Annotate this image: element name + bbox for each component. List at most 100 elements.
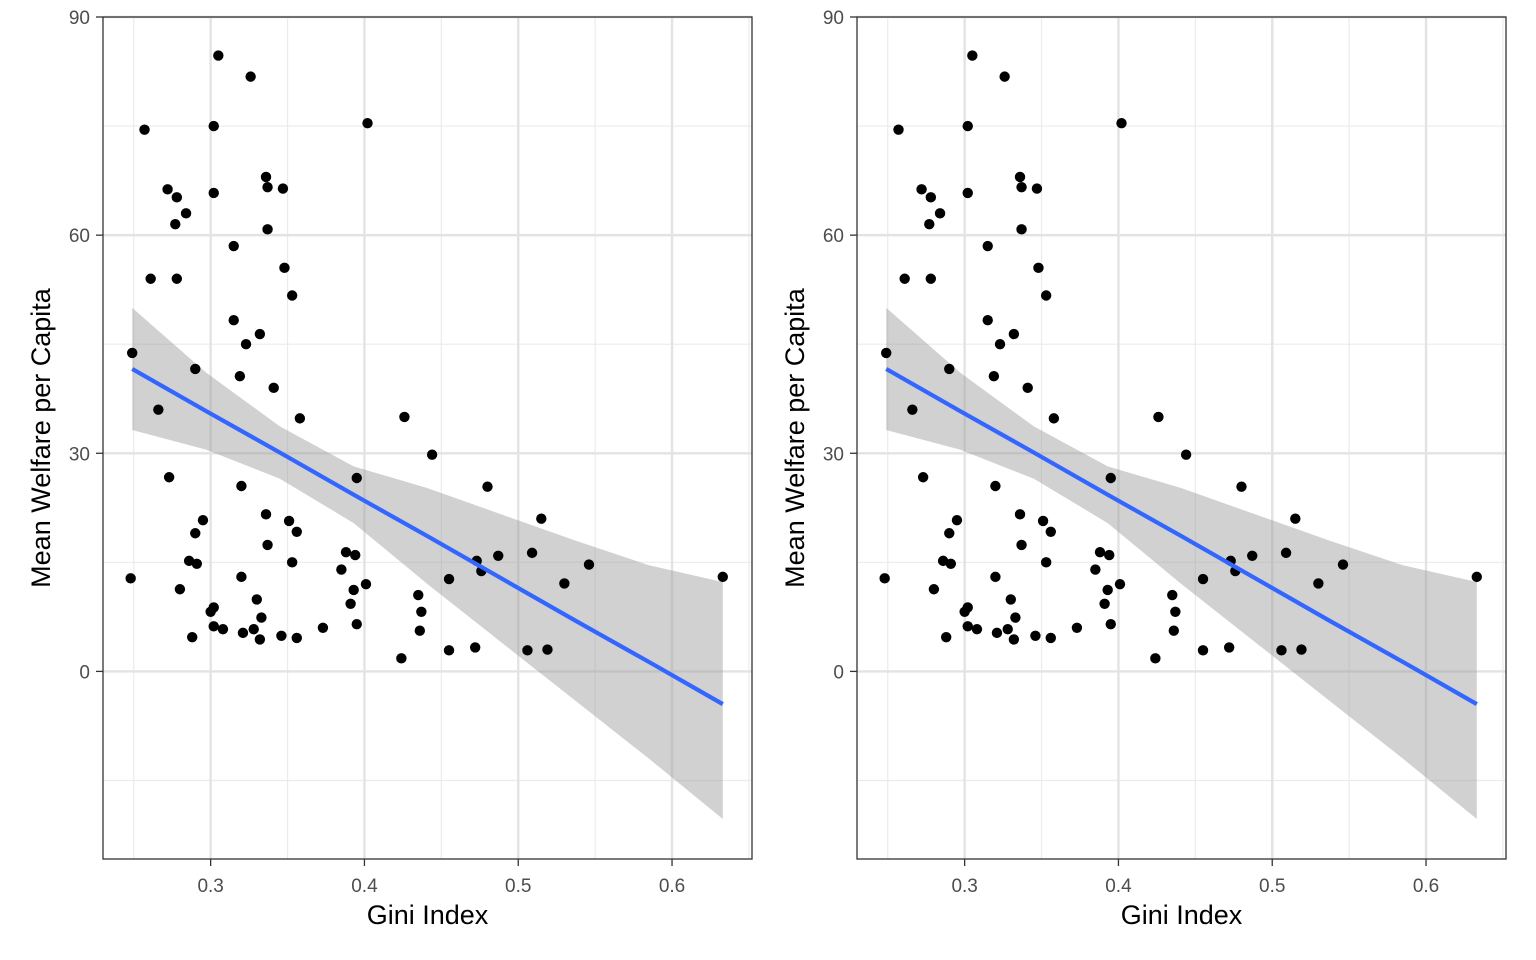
data-point — [924, 219, 935, 230]
data-point — [251, 594, 262, 605]
data-point — [982, 240, 993, 252]
data-point — [1471, 571, 1482, 583]
data-point — [1048, 413, 1060, 424]
data-point — [583, 559, 595, 570]
plot-border — [856, 16, 1507, 860]
data-point — [277, 183, 289, 194]
data-point — [180, 208, 192, 219]
data-point — [962, 621, 973, 632]
data-point — [1170, 606, 1181, 617]
data-point — [1105, 618, 1116, 630]
data-point — [1104, 549, 1115, 561]
data-point — [962, 120, 973, 132]
data-point — [197, 514, 209, 526]
data-point — [482, 481, 493, 492]
data-point — [1114, 578, 1126, 590]
data-point — [208, 187, 219, 199]
data-point — [443, 645, 455, 656]
data-point — [125, 573, 136, 584]
data-point — [145, 273, 156, 284]
regression-line — [131, 367, 724, 706]
data-point — [951, 514, 963, 526]
data-point — [941, 632, 952, 643]
data-point — [994, 339, 1006, 350]
data-point — [982, 315, 993, 326]
x-tick-label: 0.3 — [197, 876, 223, 897]
data-point — [1168, 625, 1180, 636]
data-point — [127, 347, 138, 359]
data-point — [286, 290, 298, 301]
data-point — [262, 181, 273, 193]
data-point — [336, 564, 347, 575]
data-point — [1280, 547, 1292, 559]
data-point — [962, 602, 973, 613]
data-point — [268, 382, 279, 394]
data-point — [990, 480, 1001, 492]
data-point — [1014, 509, 1026, 520]
data-point — [899, 273, 910, 284]
left-panel: 0.3 0.4 0.5 0.6 0 30 60 90 Gini Index Mean Welfar… — [26, 8, 753, 930]
data-point — [163, 472, 175, 483]
data-point — [469, 642, 481, 653]
data-point — [360, 578, 372, 590]
y-tick-label: 60 — [69, 226, 90, 247]
data-point — [1016, 224, 1027, 235]
x-tick-label: 0.6 — [659, 876, 685, 897]
data-point — [256, 612, 267, 623]
y-tick-label: 30 — [823, 444, 844, 465]
data-point — [962, 187, 973, 199]
data-point — [1045, 632, 1056, 644]
data-point — [1031, 183, 1043, 194]
data-point — [234, 371, 246, 382]
data-point — [1045, 526, 1056, 537]
data-point — [967, 50, 978, 61]
x-tick-label: 0.5 — [1259, 876, 1285, 897]
x-axis: 0.3 0.4 0.5 0.6 — [951, 859, 1439, 897]
data-point — [990, 571, 1001, 583]
data-points — [125, 50, 728, 664]
data-point — [348, 584, 359, 596]
data-point — [1008, 634, 1020, 645]
data-point — [1313, 578, 1324, 589]
data-point — [925, 273, 937, 284]
data-point — [559, 578, 570, 589]
data-point — [413, 589, 424, 601]
y-axis-title: Mean Welfare per Capita — [26, 287, 56, 588]
data-point — [1337, 559, 1349, 570]
data-point — [340, 546, 352, 558]
data-point — [170, 219, 181, 230]
data-point — [208, 120, 219, 132]
y-tick-label: 0 — [833, 662, 844, 683]
data-point — [1040, 290, 1052, 301]
data-point — [1223, 642, 1235, 653]
data-point — [1236, 481, 1247, 492]
data-point — [1016, 181, 1027, 193]
data-point — [999, 71, 1010, 82]
data-point — [254, 328, 266, 340]
y-tick-label: 0 — [79, 662, 90, 683]
data-point — [174, 584, 186, 595]
data-point — [228, 240, 239, 252]
data-point — [276, 630, 287, 641]
x-tick-label: 0.4 — [1105, 876, 1132, 897]
y-tick-label: 90 — [69, 8, 90, 29]
data-point — [1010, 612, 1021, 623]
data-point — [934, 208, 946, 219]
data-point — [228, 315, 239, 326]
data-point — [893, 124, 904, 135]
data-point — [1180, 449, 1192, 460]
data-point — [1014, 171, 1026, 183]
data-point — [414, 625, 426, 636]
data-points — [879, 50, 1482, 664]
data-point — [190, 528, 201, 539]
data-point — [1197, 645, 1209, 656]
data-point — [717, 571, 728, 583]
data-point — [536, 513, 547, 524]
x-axis-title: Gini Index — [367, 900, 489, 930]
data-point — [237, 627, 249, 639]
data-point — [1002, 624, 1013, 635]
data-point — [542, 644, 553, 655]
data-point — [1247, 550, 1258, 561]
data-point — [1153, 411, 1164, 423]
